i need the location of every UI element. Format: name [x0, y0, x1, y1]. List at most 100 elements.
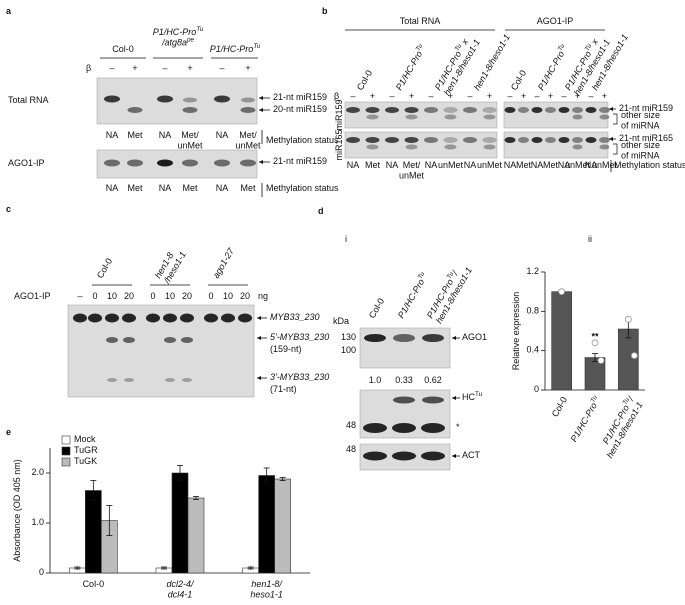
text-part: Tu [475, 391, 483, 398]
text-part: HC [462, 392, 475, 402]
legend-swatch [61, 446, 71, 456]
amount-label: 20 [124, 291, 134, 301]
marker-label: (71-nt) [270, 384, 297, 394]
blot-band [422, 396, 444, 404]
status-label: Met/unMet [399, 160, 425, 180]
beta-sign: + [487, 91, 492, 101]
text-part: NA [558, 160, 571, 170]
blot-band [165, 378, 175, 382]
text-part: (71-nt) [270, 384, 297, 394]
text-part: 2.0 [31, 467, 44, 477]
beta-sign: + [602, 91, 607, 101]
beta-sign: + [132, 63, 137, 73]
text-part: Mock [74, 434, 96, 444]
text-part: + [521, 91, 526, 101]
text-part: 10 [107, 291, 117, 301]
lane-label: Col-0 [112, 44, 134, 54]
text-part: NA [585, 160, 598, 170]
text-part: + [187, 63, 192, 73]
blot-band [405, 144, 418, 150]
status-label: NA [425, 160, 438, 170]
text-part: Total RNA [400, 16, 441, 26]
blot-band [463, 107, 477, 113]
text-part: unMet [399, 171, 425, 181]
text-part: /atg8a [161, 38, 187, 48]
text-part: – [507, 91, 512, 101]
marker-label: * [456, 422, 460, 432]
text-part: Methylation status [266, 135, 339, 145]
text-part: – [109, 63, 114, 73]
beta-sign: – [162, 63, 167, 73]
blot-band [545, 107, 556, 113]
text-part: P1/HC-Pro [153, 27, 197, 37]
data-point [558, 288, 566, 296]
status-label: Met/unMet [235, 130, 261, 150]
beta-sign: – [109, 63, 114, 73]
legend-label: TuGK [74, 456, 97, 466]
panel-letter: c [6, 204, 11, 214]
text-part: i [345, 234, 347, 244]
text-part: 21-nt miR165 [619, 133, 673, 143]
blot-band [182, 107, 198, 113]
beta-sign: – [219, 63, 224, 73]
text-part: 0.33 [395, 375, 413, 385]
text-part: hen1-8/ [251, 579, 283, 589]
blot-band [424, 137, 438, 143]
status-label: Met [127, 183, 143, 193]
blot-band [363, 451, 387, 461]
text-part: dcl2-4/ [166, 579, 195, 589]
beta-sign: + [548, 91, 553, 101]
text-part: – [534, 91, 539, 101]
y-tick-label: 2.0 [31, 467, 44, 477]
data-point [591, 339, 599, 347]
marker-label: (159-nt) [270, 344, 302, 354]
text-part: 0 [534, 384, 539, 394]
blot-band [421, 451, 445, 461]
text-part: of miRNA [621, 121, 660, 131]
blot-band [443, 137, 458, 143]
blot-band [146, 313, 160, 323]
blot-band [585, 107, 597, 113]
arrow-head [259, 96, 263, 100]
status-label: Met [127, 130, 143, 140]
text-part: Met [127, 183, 143, 193]
group-label: AGO1-IP [537, 16, 574, 26]
text-part: 20 [182, 291, 192, 301]
blot-band [444, 144, 457, 150]
text-part: β [86, 63, 91, 73]
y-tick-label: 0.8 [526, 306, 539, 316]
blot-band [183, 97, 197, 103]
amount-label: 20 [240, 291, 250, 301]
amount-label: 0 [208, 291, 213, 301]
blot-band [404, 107, 419, 113]
blot-band [385, 107, 399, 113]
text-part: miR159 [334, 99, 344, 130]
blot-band [404, 137, 419, 143]
bar [274, 478, 291, 574]
blot-band [163, 313, 177, 323]
unit-label: ng [258, 291, 268, 301]
size-label: 48 [346, 444, 356, 454]
text-part: TuGK [74, 456, 97, 466]
marker-label: 20-nt miR159 [273, 104, 327, 114]
bar [85, 490, 102, 574]
bracket [613, 113, 618, 125]
blot [96, 77, 258, 125]
text-part: Tu [622, 396, 632, 406]
status-label: NA [558, 160, 571, 170]
text-part: 0 [150, 291, 155, 301]
text-part: x [588, 37, 600, 48]
text-part: 21-nt miR159 [273, 156, 327, 166]
text-part: Col-0 [95, 257, 114, 281]
text-part: Col-0 [509, 69, 528, 93]
text-part: c [6, 204, 11, 214]
status-label: NA [347, 160, 360, 170]
blot-band [157, 159, 173, 167]
text-part: d [318, 206, 324, 216]
y-tick-label: 1.2 [526, 266, 539, 276]
beta-sign: + [409, 91, 414, 101]
blot [503, 101, 609, 129]
beta-sign: + [187, 63, 192, 73]
x-tick-label: Col-0 [83, 579, 105, 589]
text-part: NA [531, 160, 544, 170]
